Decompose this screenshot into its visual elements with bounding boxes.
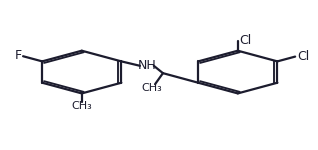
Text: CH₃: CH₃ [142, 83, 162, 93]
Text: Cl: Cl [297, 50, 309, 63]
Text: F: F [15, 49, 22, 62]
Text: Cl: Cl [239, 34, 252, 47]
Text: NH: NH [137, 59, 156, 72]
Text: CH₃: CH₃ [72, 101, 92, 111]
